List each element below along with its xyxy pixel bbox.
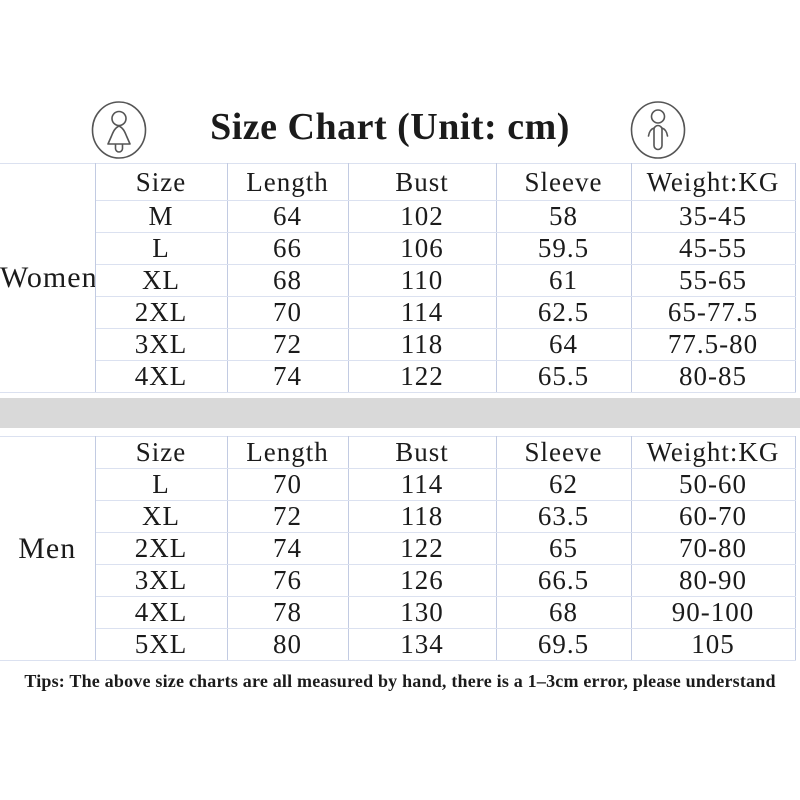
women-column-header-1: Length xyxy=(226,163,349,201)
women-group-label: Women xyxy=(0,163,96,393)
men-cell-r2-c1: 74 xyxy=(226,532,349,565)
men-table-row: 4XL 78 130 68 90-100 xyxy=(0,596,796,629)
men-cell-r2-c2: 122 xyxy=(347,532,497,565)
men-size-table: Men Size Length Bust Sleeve Weight:KG L 70 114 62… xyxy=(0,436,796,661)
men-cell-r2-c3: 65 xyxy=(495,532,632,565)
woman-icon xyxy=(91,101,147,159)
women-cell-r5-c4: 80-85 xyxy=(630,360,796,393)
women-column-header-3: Sleeve xyxy=(495,163,632,201)
page-title: Size Chart (Unit: cm) xyxy=(210,106,570,148)
women-table-row: 4XL 74 122 65.5 80-85 xyxy=(0,360,796,393)
women-cell-r2-c4: 55-65 xyxy=(630,264,796,297)
women-cell-r4-c1: 72 xyxy=(226,328,349,361)
women-table-row: M 64 102 58 35-45 xyxy=(0,200,796,233)
men-table-row: 3XL 76 126 66.5 80-90 xyxy=(0,564,796,597)
women-cell-r1-c3: 59.5 xyxy=(495,232,632,265)
men-group-label: Men xyxy=(0,436,96,661)
men-cell-r3-c2: 126 xyxy=(347,564,497,597)
women-cell-r1-c4: 45-55 xyxy=(630,232,796,265)
men-cell-r5-c3: 69.5 xyxy=(495,628,632,661)
men-cell-r4-c1: 78 xyxy=(226,596,349,629)
women-cell-r0-c2: 102 xyxy=(347,200,497,233)
men-cell-r4-c3: 68 xyxy=(495,596,632,629)
women-column-header-2: Bust xyxy=(347,163,497,201)
women-cell-r3-c0: 2XL xyxy=(94,296,228,329)
women-cell-r5-c0: 4XL xyxy=(94,360,228,393)
women-cell-r5-c3: 65.5 xyxy=(495,360,632,393)
men-cell-r3-c1: 76 xyxy=(226,564,349,597)
men-cell-r0-c3: 62 xyxy=(495,468,632,501)
women-cell-r3-c2: 114 xyxy=(347,296,497,329)
men-column-header-2: Bust xyxy=(347,436,497,469)
men-cell-r0-c1: 70 xyxy=(226,468,349,501)
men-cell-r3-c3: 66.5 xyxy=(495,564,632,597)
men-cell-r0-c2: 114 xyxy=(347,468,497,501)
men-cell-r2-c4: 70-80 xyxy=(630,532,796,565)
tips-text: Tips: The above size charts are all meas… xyxy=(24,671,776,691)
women-cell-r2-c1: 68 xyxy=(226,264,349,297)
men-cell-r1-c0: XL xyxy=(94,500,228,533)
men-cell-r0-c4: 50-60 xyxy=(630,468,796,501)
women-cell-r4-c4: 77.5-80 xyxy=(630,328,796,361)
women-cell-r2-c0: XL xyxy=(94,264,228,297)
men-cell-r4-c2: 130 xyxy=(347,596,497,629)
women-table-row: XL 68 110 61 55-65 xyxy=(0,264,796,297)
women-table-row: 3XL 72 118 64 77.5-80 xyxy=(0,328,796,361)
women-cell-r2-c3: 61 xyxy=(495,264,632,297)
women-cell-r3-c1: 70 xyxy=(226,296,349,329)
men-cell-r1-c4: 60-70 xyxy=(630,500,796,533)
men-cell-r3-c4: 80-90 xyxy=(630,564,796,597)
women-cell-r2-c2: 110 xyxy=(347,264,497,297)
women-cell-r0-c3: 58 xyxy=(495,200,632,233)
women-table-row: L 66 106 59.5 45-55 xyxy=(0,232,796,265)
men-table-row: 2XL 74 122 65 70-80 xyxy=(0,532,796,565)
women-cell-r5-c1: 74 xyxy=(226,360,349,393)
man-icon xyxy=(630,101,686,159)
women-cell-r4-c0: 3XL xyxy=(94,328,228,361)
women-size-table: Women Size Length Bust Sleeve Weight:KG M 64 102… xyxy=(0,163,796,393)
women-cell-r3-c4: 65-77.5 xyxy=(630,296,796,329)
women-table-row: 2XL 70 114 62.5 65-77.5 xyxy=(0,296,796,329)
men-cell-r1-c2: 118 xyxy=(347,500,497,533)
women-cell-r1-c2: 106 xyxy=(347,232,497,265)
men-cell-r5-c1: 80 xyxy=(226,628,349,661)
men-cell-r1-c3: 63.5 xyxy=(495,500,632,533)
men-cell-r5-c0: 5XL xyxy=(94,628,228,661)
women-cell-r4-c2: 118 xyxy=(347,328,497,361)
section-divider xyxy=(0,398,800,428)
men-cell-r5-c2: 134 xyxy=(347,628,497,661)
men-cell-r1-c1: 72 xyxy=(226,500,349,533)
men-column-header-3: Sleeve xyxy=(495,436,632,469)
men-column-header-4: Weight:KG xyxy=(630,436,796,469)
women-column-header-4: Weight:KG xyxy=(630,163,796,201)
women-header-row: Women Size Length Bust Sleeve Weight:KG xyxy=(0,163,796,393)
women-cell-r1-c1: 66 xyxy=(226,232,349,265)
men-cell-r4-c4: 90-100 xyxy=(630,596,796,629)
women-cell-r0-c0: M xyxy=(94,200,228,233)
men-table-row: L 70 114 62 50-60 xyxy=(0,468,796,501)
women-cell-r0-c1: 64 xyxy=(226,200,349,233)
men-cell-r5-c4: 105 xyxy=(630,628,796,661)
women-cell-r5-c2: 122 xyxy=(347,360,497,393)
men-table-row: XL 72 118 63.5 60-70 xyxy=(0,500,796,533)
women-cell-r3-c3: 62.5 xyxy=(495,296,632,329)
women-cell-r1-c0: L xyxy=(94,232,228,265)
women-cell-r0-c4: 35-45 xyxy=(630,200,796,233)
women-cell-r4-c3: 64 xyxy=(495,328,632,361)
men-header-row: Men Size Length Bust Sleeve Weight:KG xyxy=(0,436,796,661)
men-column-header-0: Size xyxy=(94,436,228,469)
men-cell-r4-c0: 4XL xyxy=(94,596,228,629)
men-column-header-1: Length xyxy=(226,436,349,469)
men-cell-r0-c0: L xyxy=(94,468,228,501)
women-column-header-0: Size xyxy=(94,163,228,201)
men-cell-r3-c0: 3XL xyxy=(94,564,228,597)
men-cell-r2-c0: 2XL xyxy=(94,532,228,565)
men-table-row: 5XL 80 134 69.5 105 xyxy=(0,628,796,661)
